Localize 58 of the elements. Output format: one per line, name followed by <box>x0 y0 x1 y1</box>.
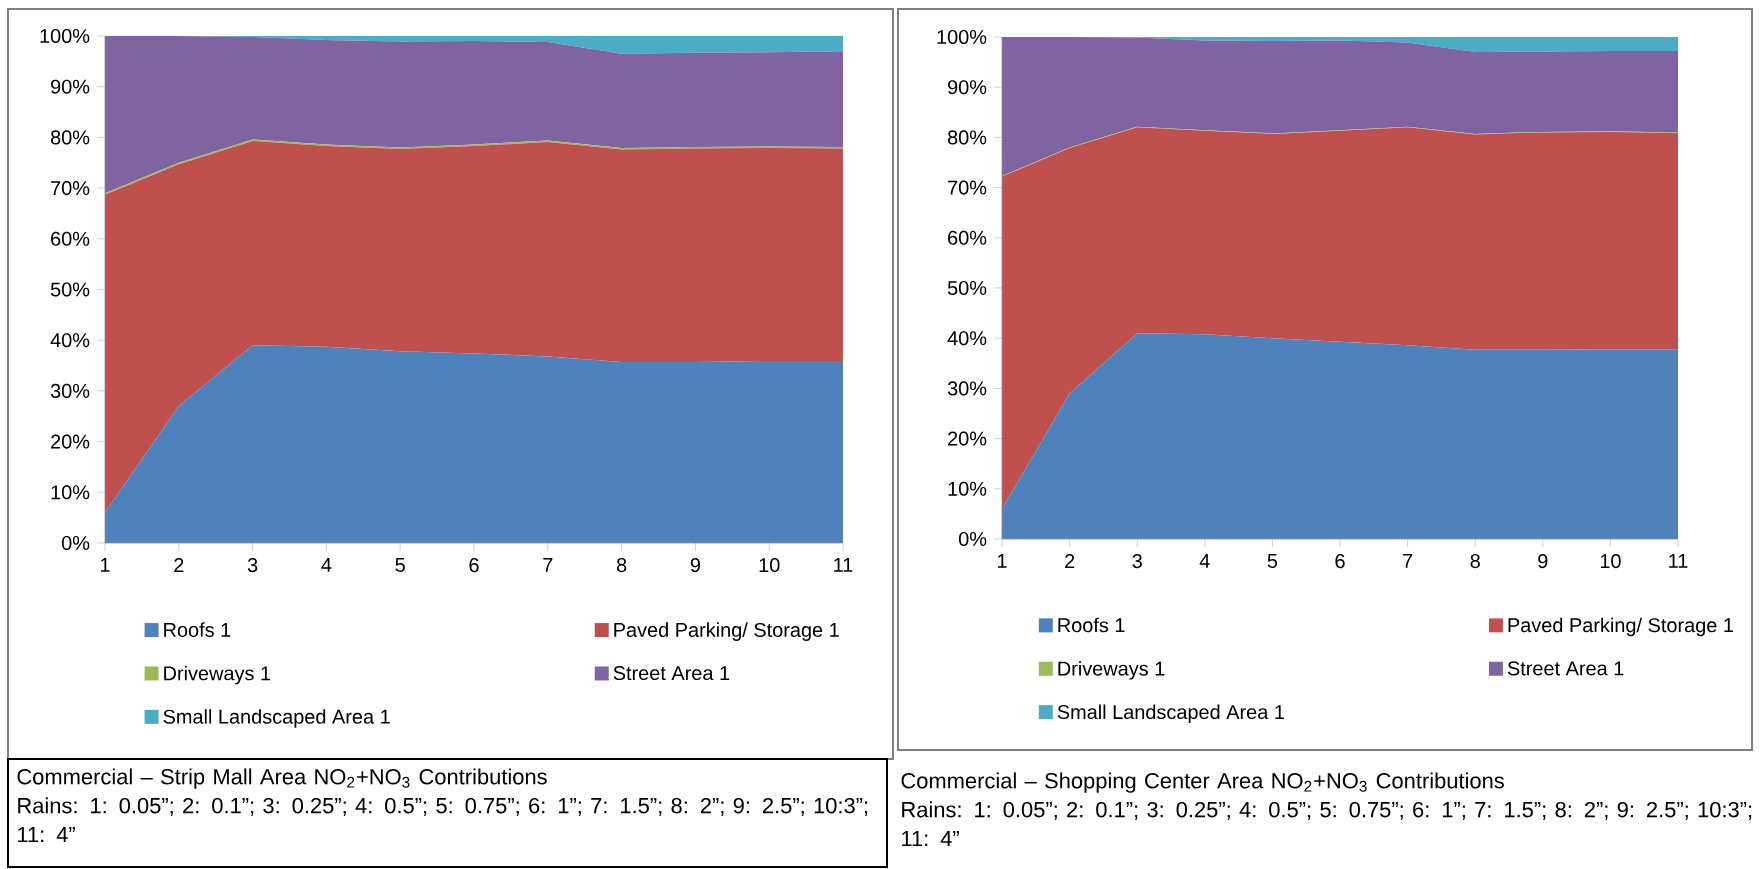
y-tick-label: 10% <box>51 485 90 500</box>
x-tick-label: 2 <box>1065 554 1075 568</box>
y-tick-label: 0% <box>61 535 90 551</box>
y-tick-label: 10% <box>948 481 987 496</box>
y-tick-label: 0% <box>958 531 987 547</box>
y-tick-label: 100% <box>937 29 987 45</box>
y-tick-label: 90% <box>948 80 987 95</box>
y-tick-label: 60% <box>51 231 90 246</box>
x-tick-label: 4 <box>1199 554 1210 568</box>
y-tick-label: 20% <box>51 434 90 449</box>
y-tick-label: 40% <box>50 333 90 348</box>
x-tick-label: 1 <box>100 558 110 572</box>
x-tick-label: 8 <box>616 558 627 573</box>
legend-label: Roofs 1 <box>164 622 231 637</box>
x-tick-label: 7 <box>543 558 553 572</box>
legend-label: Driveways 1 <box>164 665 271 685</box>
x-tick-label: 2 <box>174 558 184 572</box>
x-tick-label: 3 <box>1132 554 1142 569</box>
x-tick-label: 6 <box>469 558 479 573</box>
legend-label: Roofs 1 <box>1058 617 1125 633</box>
x-tick-label: 11 <box>834 558 853 572</box>
legend-label: Street Area 1 <box>613 666 730 681</box>
legend-label: Paved Parking/ Storage 1 <box>1508 617 1734 637</box>
x-tick-label: 7 <box>1403 554 1413 568</box>
y-tick-label: 50% <box>947 280 987 296</box>
legend-label: Small Landscaped Area 1 <box>1057 704 1284 724</box>
x-tick-label: 3 <box>247 558 258 573</box>
x-tick-label: 1 <box>998 554 1007 568</box>
legend-label: Paved Parking/ Storage 1 <box>614 622 839 641</box>
y-tick-label: 30% <box>50 383 90 398</box>
y-tick-label: 30% <box>947 381 987 396</box>
x-tick-label: 8 <box>1470 554 1480 569</box>
text: Rains: 1: 0.05”; 2: 0.1”; 3: 0.25”; 4: 0.5”; 5: 0.75”; 6: 1”; 7: 1.5”; 8: 2”; 9: 2.5”; 10:3”; 11: 4” <box>902 801 1752 847</box>
x-tick-label: 5 <box>1267 554 1278 568</box>
y-tick-label: 60% <box>948 230 987 245</box>
y-tick-label: 100% <box>40 28 90 44</box>
x-tick-label: 10 <box>759 558 780 573</box>
y-tick-label: 80% <box>947 130 987 145</box>
y-tick-label: 40% <box>947 331 987 346</box>
x-tick-label: 4 <box>321 558 332 572</box>
x-tick-label: 9 <box>690 558 701 573</box>
legend-label: Small Landscaped Area 1 <box>163 709 390 728</box>
text: Rains: 1: 0.05”; 2: 0.1”; 3: 0.25”; 4: 0.5”; 5: 0.75”; 6: 1”; 7: 1.5”; 8: 2”; 9: 2.5”; 10:3”; 11: 4” <box>18 797 868 843</box>
text: Commercial – Shopping Center Area NO$_{2}$+NO$_{3}$ Contributions <box>901 772 1504 793</box>
legend-label: Street Area 1 <box>1507 661 1624 676</box>
y-tick-label: 70% <box>948 180 987 195</box>
x-tick-label: 5 <box>395 558 405 572</box>
y-tick-label: 90% <box>51 79 90 94</box>
legend-label: Driveways 1 <box>1058 661 1165 680</box>
x-tick-label: 9 <box>1538 554 1548 569</box>
x-tick-label: 11 <box>1669 554 1688 568</box>
y-tick-label: 80% <box>50 130 90 145</box>
y-tick-label: 50% <box>50 282 90 297</box>
y-tick-label: 20% <box>948 431 987 446</box>
x-tick-label: 6 <box>1335 554 1345 569</box>
y-tick-label: 70% <box>51 181 90 196</box>
x-tick-label: 10 <box>1600 554 1621 569</box>
text: Commercial – Strip Mall Area NO$_{2}$+NO$_{3}$ Contributions <box>17 768 547 789</box>
